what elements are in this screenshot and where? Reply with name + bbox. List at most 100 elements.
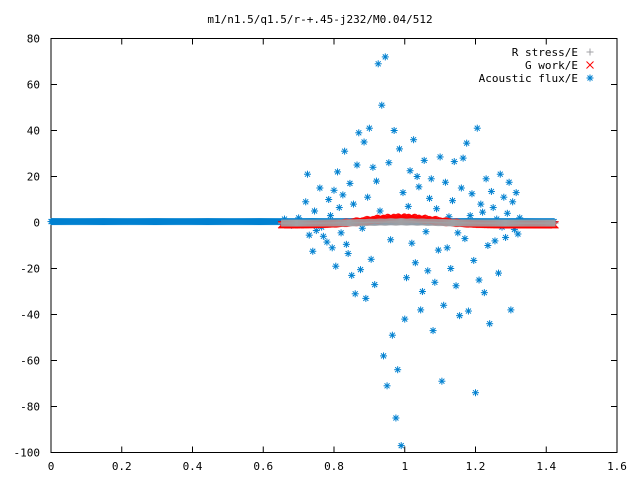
data-point <box>328 244 336 252</box>
y-tick-label: -20 <box>20 263 40 276</box>
data-point <box>341 147 349 155</box>
data-point <box>348 271 356 279</box>
data-point <box>496 170 504 178</box>
legend-marker <box>586 48 594 56</box>
x-tick-label: 0.2 <box>112 460 132 473</box>
data-point <box>454 229 462 237</box>
data-point <box>408 239 416 247</box>
y-tick-label: 80 <box>27 33 40 46</box>
data-point <box>484 242 492 249</box>
data-point <box>479 208 487 216</box>
data-point <box>316 184 324 192</box>
x-tick-label: 0.4 <box>183 460 203 473</box>
data-point <box>397 442 405 450</box>
x-tick-label: 0.6 <box>253 460 273 473</box>
data-point <box>342 240 350 248</box>
data-point <box>473 124 481 132</box>
data-point <box>369 163 377 171</box>
data-point <box>477 200 485 208</box>
data-point <box>415 183 423 191</box>
data-point <box>502 233 510 241</box>
data-point <box>486 320 494 328</box>
data-point <box>311 207 319 215</box>
data-point <box>332 262 340 270</box>
data-point <box>586 74 594 82</box>
data-point <box>303 170 311 178</box>
data-point <box>403 274 411 282</box>
data-point <box>551 219 559 227</box>
data-point <box>365 124 373 132</box>
data-point <box>459 154 467 162</box>
data-point <box>390 127 398 134</box>
x-tick-label: 1.4 <box>536 460 556 473</box>
data-point <box>586 48 594 56</box>
data-point <box>326 212 334 220</box>
legend-marker <box>586 74 594 82</box>
data-point <box>456 312 464 320</box>
data-point <box>433 205 441 213</box>
data-point <box>509 198 517 206</box>
data-point <box>372 177 380 185</box>
data-point <box>420 156 428 164</box>
data-point <box>319 232 327 240</box>
y-tick-label: 0 <box>33 217 40 230</box>
legend-label: Acoustic flux/E <box>479 72 578 85</box>
data-point <box>424 267 432 275</box>
data-point <box>443 244 451 252</box>
data-point <box>334 168 342 176</box>
data-point <box>330 186 338 194</box>
x-tick-label: 1.2 <box>466 460 486 473</box>
axis-ticks: 0 0.2 0.4 0.6 0.8 1 1.2 1.4 1.6 -100 -80 -60 -40 -20 0… <box>14 33 627 474</box>
data-point <box>450 158 458 166</box>
data-point <box>447 265 455 272</box>
data-point <box>385 159 393 167</box>
y-tick-label: 40 <box>27 125 40 138</box>
data-point <box>401 315 409 323</box>
data-point <box>394 366 402 374</box>
y-tick-label: -40 <box>20 309 40 322</box>
data-point <box>362 294 370 302</box>
data-point <box>383 382 391 390</box>
data-point <box>392 414 400 422</box>
data-point <box>355 129 363 137</box>
data-point <box>395 145 403 153</box>
data-point <box>404 202 412 210</box>
data-point <box>413 173 421 180</box>
series-2 <box>47 53 558 450</box>
y-tick-label: 60 <box>27 79 40 92</box>
data-point <box>438 377 446 385</box>
data-point <box>349 200 357 208</box>
data-point <box>399 189 407 197</box>
y-tick-label: -80 <box>20 401 40 414</box>
data-point <box>325 196 333 203</box>
y-tick-label: -60 <box>20 355 40 368</box>
data-point <box>427 175 435 183</box>
data-point <box>295 214 303 222</box>
data-point <box>339 191 347 199</box>
data-point <box>302 198 310 206</box>
data-point <box>503 209 511 217</box>
data-point <box>381 53 389 61</box>
y-tick-label: 20 <box>27 171 40 184</box>
series-layer <box>47 53 559 450</box>
data-point <box>472 389 479 397</box>
data-point <box>470 256 478 264</box>
data-point <box>417 306 425 314</box>
legend-marker <box>586 61 594 69</box>
data-point <box>489 204 497 212</box>
data-point <box>309 247 317 255</box>
data-point <box>380 352 388 360</box>
x-tick-label: 1 <box>401 460 408 473</box>
data-point <box>494 269 502 277</box>
data-point <box>337 229 345 237</box>
data-point <box>475 276 483 284</box>
data-point <box>512 189 520 197</box>
x-tick-label: 0 <box>48 460 55 473</box>
data-point <box>449 197 457 205</box>
data-point <box>410 136 418 144</box>
x-tick-label: 0.8 <box>324 460 344 473</box>
data-point <box>367 255 375 263</box>
data-point <box>418 288 426 295</box>
